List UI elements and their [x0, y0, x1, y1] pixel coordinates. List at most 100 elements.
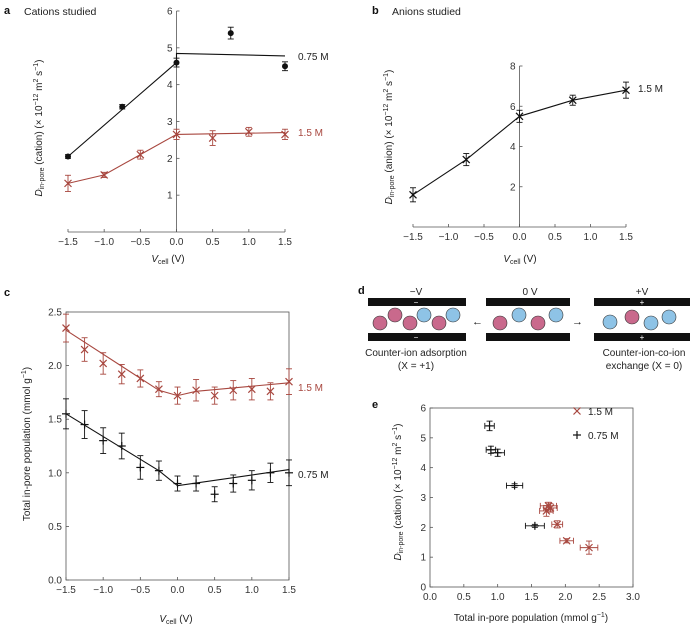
- data-point: [154, 466, 163, 475]
- data-point-stroke: [281, 130, 289, 139]
- x-tick-label: −1.5: [403, 232, 423, 243]
- data-point: [62, 409, 70, 418]
- data-point: [192, 479, 201, 488]
- cation-ion: [530, 315, 546, 331]
- data-point: [530, 521, 539, 530]
- data-point-stroke: [562, 536, 571, 545]
- y-tick-label: 4: [167, 80, 173, 91]
- data-point: [173, 479, 182, 488]
- panel-c-letter: c: [4, 287, 10, 299]
- data-point-stroke: [285, 377, 293, 386]
- x-tick-label: 1.0: [584, 232, 598, 243]
- data-point-stroke: [515, 112, 524, 121]
- pore-right-top-wall: [594, 298, 690, 306]
- data-point-stroke: [80, 345, 89, 354]
- pore-left-top-wall: [368, 298, 466, 306]
- x-tick-label: 0.0: [423, 592, 437, 603]
- data-point: [136, 374, 145, 383]
- data-point: [65, 153, 71, 160]
- data-point-stroke: [266, 387, 275, 396]
- data-point-stroke: [136, 150, 145, 159]
- panel-c-y-ticks: 0.0 0.5 1.0 1.5 2.0 2.5: [48, 308, 62, 587]
- panel-e-legend-15: 1.5 M: [588, 407, 613, 418]
- y-tick-label: 0.5: [48, 522, 62, 533]
- anion-ion: [643, 315, 659, 331]
- pore-middle-ions: [492, 307, 564, 331]
- x-tick-label: 0.5: [548, 232, 562, 243]
- arrow-left-icon: ←: [472, 316, 483, 328]
- pore-middle-top-wall: [486, 298, 570, 306]
- data-point: [64, 179, 72, 188]
- series-line: [65, 413, 290, 487]
- data-point: [462, 155, 471, 164]
- y-tick-label: 4: [510, 142, 516, 153]
- panel-c-series-label-15: 1.5 M: [298, 383, 323, 394]
- panel-b-title: Anions studied: [392, 6, 461, 18]
- pore-right-caption-2: exchange (X = 0): [606, 361, 682, 372]
- data-point: [485, 421, 494, 430]
- panel-c-x-ticks: −1.5 −1.0 −0.5 0.0 0.5 1.0 1.5: [56, 585, 296, 596]
- x-tick-label: 0.5: [206, 237, 220, 248]
- arrow-right-icon: →: [572, 316, 583, 328]
- data-point: [210, 391, 219, 400]
- data-point-stroke: [568, 96, 577, 105]
- data-point-dot: [65, 153, 71, 160]
- data-point: [244, 127, 253, 136]
- pore-left-ions: [372, 307, 461, 331]
- x-tick-label: 1.5: [525, 592, 539, 603]
- pore-left-caption-1: Counter-ion adsorption: [365, 348, 467, 359]
- y-tick-label: 2.0: [48, 361, 62, 372]
- pore-right-voltage: +V: [636, 287, 649, 298]
- panel-e-legend-075: 0.75 M: [588, 431, 619, 442]
- y-tick-label: 2.5: [48, 308, 62, 319]
- panel-e-x-label: Total in-pore population (mmol g−1): [454, 612, 608, 624]
- panel-e-y-ticks: 0 1 2 3 4 5 6: [420, 404, 426, 594]
- x-tick-label: −0.5: [130, 585, 150, 596]
- data-point: [266, 468, 275, 477]
- panel-e-legend-marks: [573, 407, 581, 439]
- y-tick-label: 8: [510, 62, 516, 73]
- data-point: [117, 442, 126, 450]
- data-point: [585, 543, 593, 552]
- panel-e: e 0.0 0.5 1.0 1.5 2.0 2.5 3.0 0 1 2 3 4 5 6 Total in…: [372, 399, 640, 624]
- panel-d-letter: d: [358, 285, 365, 297]
- data-point: [80, 420, 89, 429]
- x-tick-label: 0.0: [513, 232, 527, 243]
- panel-c-marks: [62, 313, 293, 503]
- panel-b-y-ticks: 2 4 6 8: [510, 62, 516, 194]
- y-tick-label: 3: [420, 493, 426, 504]
- y-tick-label: 2: [510, 182, 516, 193]
- legend-marker-15-stroke: [573, 407, 581, 415]
- x-tick-label: 1.0: [491, 592, 505, 603]
- data-point: [136, 463, 145, 472]
- panel-b-series-label-15: 1.5 M: [638, 84, 663, 95]
- x-tick-label: 3.0: [626, 592, 640, 603]
- x-tick-label: −1.0: [439, 232, 459, 243]
- y-tick-label: 4: [420, 463, 426, 474]
- data-point: [562, 536, 571, 545]
- data-point: [409, 190, 417, 199]
- x-tick-label: 1.0: [245, 585, 259, 596]
- data-point-stroke: [172, 130, 181, 139]
- panel-a: a Cations studied −1.5 −1.0 −0.5 0.0 0.5 1.0 1…: [4, 5, 329, 266]
- panel-e-axes: [429, 407, 634, 588]
- data-point: [80, 345, 89, 354]
- y-tick-label: 1.5: [48, 415, 62, 426]
- data-point-stroke: [546, 504, 555, 512]
- data-point-stroke: [136, 374, 145, 383]
- data-point: [62, 324, 70, 333]
- panel-e-marks: [484, 420, 599, 555]
- data-point: [192, 386, 201, 395]
- data-point-stroke: [247, 385, 256, 394]
- data-point: [510, 481, 519, 490]
- y-tick-label: 1.0: [48, 468, 62, 479]
- data-point-stroke: [99, 359, 108, 368]
- panel-b-y-label: Din-pore (anion) (× 10−12 m2 s−1): [383, 70, 396, 205]
- cation-ion: [624, 309, 640, 325]
- data-point: [227, 30, 234, 37]
- panel-a-y-ticks: 1 2 3 4 5 6: [167, 7, 173, 202]
- panel-b-x-label: Vcell (V): [503, 254, 536, 266]
- x-tick-label: 0.5: [208, 585, 222, 596]
- anion-ion: [511, 307, 527, 323]
